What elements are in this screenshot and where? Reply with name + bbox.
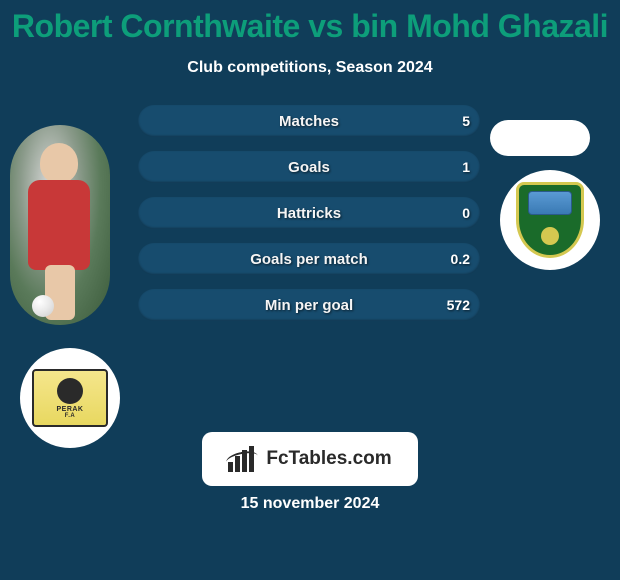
player1-club-sub: F.A — [65, 413, 76, 419]
stat-row: Min per goal 572 — [138, 289, 480, 321]
stat-row: Matches 5 — [138, 105, 480, 137]
stat-value-left: 1 — [462, 159, 470, 175]
chart-icon — [228, 446, 260, 472]
stat-label: Goals per match — [250, 251, 368, 268]
watermark: FcTables.com — [202, 432, 418, 486]
stat-row: Goals per match 0.2 — [138, 243, 480, 275]
stat-row: Goals 1 — [138, 151, 480, 183]
stats-table: Matches 5 Goals 1 Hattricks 0 Goals per … — [138, 105, 480, 321]
stat-value-left: 0.2 — [451, 251, 470, 267]
stat-value-left: 572 — [447, 297, 470, 313]
watermark-text: FcTables.com — [266, 448, 391, 470]
player1-club-name: PERAK — [56, 406, 83, 413]
stat-value-left: 0 — [462, 205, 470, 221]
stat-label: Hattricks — [277, 205, 341, 222]
player1-club-badge: PERAK F.A — [20, 348, 120, 448]
stat-value-left: 5 — [462, 113, 470, 129]
stat-label: Goals — [288, 159, 330, 176]
stat-label: Matches — [279, 113, 339, 130]
date-text: 15 november 2024 — [0, 495, 620, 513]
subtitle: Club competitions, Season 2024 — [0, 59, 620, 77]
page-title: Robert Cornthwaite vs bin Mohd Ghazali — [0, 0, 620, 45]
stat-row: Hattricks 0 — [138, 197, 480, 229]
stat-label: Min per goal — [265, 297, 353, 314]
